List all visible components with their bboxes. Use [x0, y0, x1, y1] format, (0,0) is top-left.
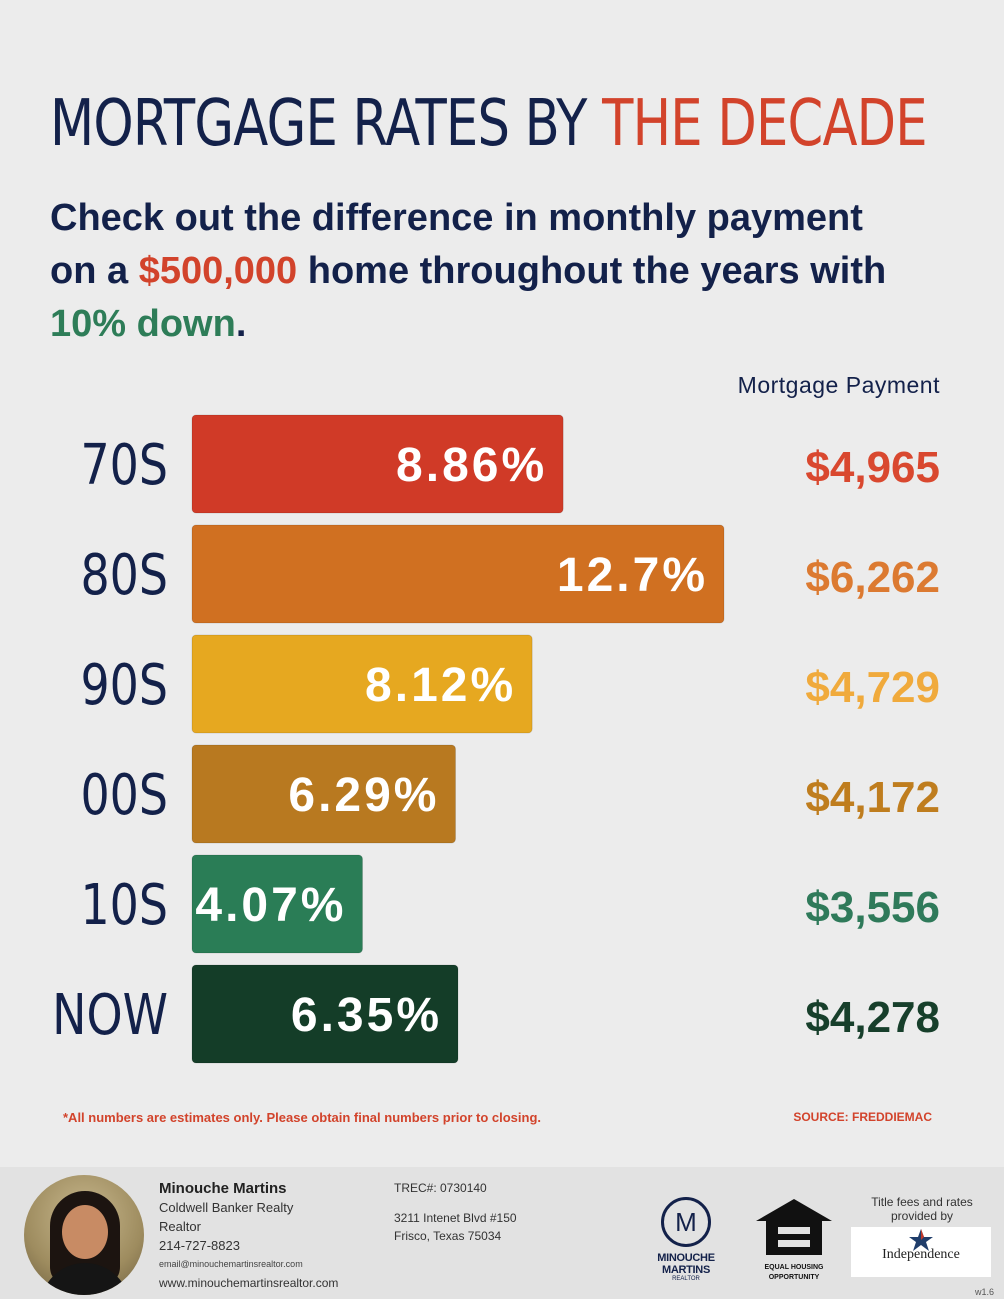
category-label: 80S — [80, 543, 168, 609]
footnote: *All numbers are estimates only. Please … — [63, 1110, 541, 1125]
agent-company: Coldwell Banker Realty — [159, 1200, 294, 1215]
bar — [191, 744, 456, 844]
agent-website: www.minouchemartinsrealtor.com — [159, 1276, 339, 1290]
payment-value: $4,729 — [805, 663, 940, 712]
page-title: MORTGAGE RATES BY THE DECADE — [50, 82, 928, 166]
category-label: 10S — [80, 873, 168, 939]
title-company-name: Independence — [882, 1247, 960, 1262]
subtitle-pre: on a — [50, 250, 139, 292]
bar-value-label: 6.35% — [291, 989, 442, 1042]
bar-value-label: 8.12% — [365, 659, 516, 712]
rates-bar-chart: 70S 8.86% $4,965 80S 12.7% $6,262 90S 8.12% $4,7… — [52, 414, 940, 1064]
bar — [191, 524, 725, 624]
category-label: 70S — [80, 433, 168, 499]
bar — [191, 964, 459, 1064]
subtitle-amount: $500,000 — [138, 250, 298, 292]
payment-value: $4,278 — [805, 993, 940, 1042]
address-line2: Frisco, Texas 75034 — [394, 1229, 502, 1243]
agent-address: 3211 Intenet Blvd #150 Frisco, Texas 750… — [394, 1209, 517, 1245]
equal-housing-logo: EQUAL HOUSING OPPORTUNITY — [752, 1197, 836, 1282]
version-label: w1.6 — [974, 1287, 994, 1297]
logo-name: MINOUCHE MARTINS — [657, 1252, 715, 1276]
payment-value: $4,172 — [805, 773, 940, 822]
subtitle: Check out the difference in monthly paym… — [50, 192, 980, 351]
eho-line1: EQUAL HOUSING — [764, 1264, 824, 1271]
bar-value-label: 6.29% — [288, 769, 439, 822]
category-label: NOW — [52, 983, 168, 1049]
source-label: SOURCE: FREDDIEMAC — [793, 1110, 932, 1124]
bar — [191, 854, 363, 954]
payment-value: $3,556 — [805, 883, 940, 932]
payment-value: $4,965 — [805, 443, 940, 492]
agent-info: Minouche Martins Coldwell Banker Realty … — [159, 1179, 338, 1293]
subtitle-post: home throughout the years with — [297, 250, 887, 292]
agent-avatar — [24, 1175, 144, 1295]
star-icon — [909, 1229, 933, 1251]
subtitle-line1: Check out the difference in monthly paym… — [50, 197, 863, 239]
payment-column-header: Mortgage Payment — [737, 372, 940, 398]
title-main: MORTGAGE RATES BY — [50, 87, 603, 161]
bar-value-label: 8.86% — [396, 439, 547, 492]
logo-sub: REALTOR — [672, 1276, 700, 1282]
category-label: 90S — [80, 653, 168, 719]
trec-number: TREC#: 0730140 — [394, 1181, 487, 1195]
bar — [191, 414, 564, 514]
bar — [191, 634, 533, 734]
address-line1: 3211 Intenet Blvd #150 — [394, 1211, 517, 1225]
equal-housing-icon — [756, 1199, 832, 1255]
realtor-logo: M MINOUCHE MARTINS REALTOR — [634, 1197, 738, 1282]
title-fees-text: Title fees and rates provided by — [871, 1195, 973, 1223]
eho-line2: OPPORTUNITY — [768, 1274, 820, 1281]
agent-phone: 214-727-8823 — [159, 1238, 240, 1253]
logo-m-icon: M — [661, 1197, 711, 1247]
agent-role: Realtor — [159, 1219, 201, 1234]
agent-name: Minouche Martins — [159, 1180, 287, 1197]
subtitle-end: . — [235, 303, 247, 345]
title-company-logo: Independence — [851, 1227, 991, 1277]
footer: Minouche Martins Coldwell Banker Realty … — [0, 1167, 1004, 1299]
bar-value-label: 12.7% — [557, 549, 708, 602]
payment-value: $6,262 — [805, 553, 940, 602]
title-highlight: THE DECADE — [602, 87, 928, 161]
subtitle-down: 10% down — [50, 303, 236, 345]
category-label: 00S — [80, 763, 168, 829]
agent-email: email@minouchemartinsrealtor.com — [159, 1259, 303, 1269]
bar-value-label: 4.07% — [195, 879, 346, 932]
